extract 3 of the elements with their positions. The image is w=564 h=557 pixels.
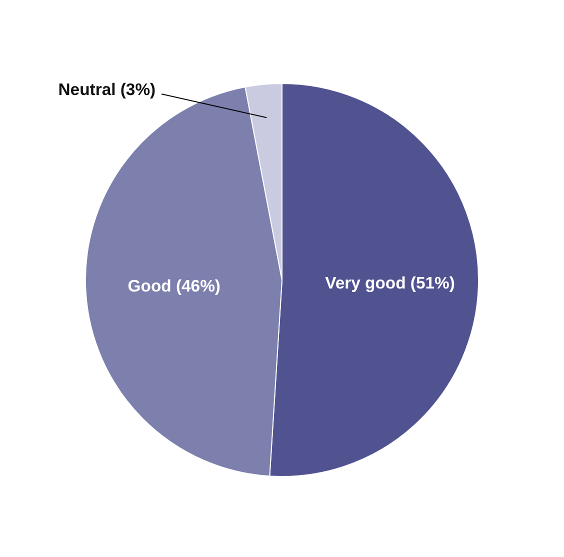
slice-label: Good (46%) (128, 276, 220, 296)
slice-label: Very good (51%) (325, 273, 455, 292)
slice-label: Neutral (3%) (58, 80, 156, 100)
